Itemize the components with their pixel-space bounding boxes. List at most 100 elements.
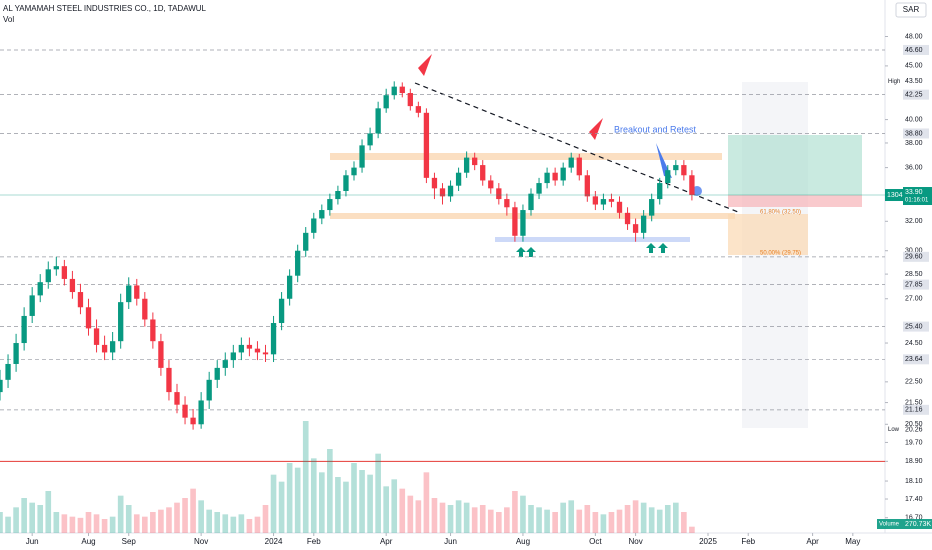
volume-bar [552, 512, 558, 533]
candle-body [311, 218, 317, 233]
volume-bar [463, 502, 470, 533]
y-tick-label: 32.00 [905, 218, 923, 225]
candle-body [230, 352, 236, 361]
y-tick-label: 21.50 [905, 399, 923, 406]
volume-bar [93, 514, 100, 533]
currency-box[interactable] [895, 2, 927, 18]
volume-bar [632, 500, 639, 533]
volume-bar [689, 526, 695, 533]
candle-body [383, 95, 389, 109]
candle-body [351, 167, 357, 176]
currency[interactable]: SAR [903, 5, 920, 14]
candle-body [359, 145, 365, 168]
y-tick-label: 20.50 [905, 421, 923, 428]
candle-body [423, 112, 430, 178]
fib-zone [728, 214, 808, 255]
candle-body [246, 344, 253, 349]
candle-body [391, 86, 397, 96]
volume-bar [230, 516, 237, 533]
candle-body [174, 392, 180, 405]
trendline [414, 82, 739, 213]
candle-body [560, 167, 566, 181]
x-tick-label: Sep [122, 537, 137, 546]
x-tick-label: Jun [444, 537, 457, 546]
volume-bar [302, 421, 309, 533]
candle-body [584, 175, 590, 197]
candle-body [632, 224, 639, 233]
candle-body [5, 363, 11, 380]
volume-title: Vol [3, 15, 14, 24]
candle-body [61, 266, 68, 279]
candle-body [13, 343, 19, 364]
level-label: 42.25 [905, 91, 923, 98]
high-label: 43.50 [905, 78, 923, 85]
level-badge [903, 251, 929, 262]
y-tick-label: 27.00 [905, 296, 923, 303]
level-badge [903, 44, 929, 55]
x-tick-label: Feb [741, 537, 755, 546]
volume-bar [624, 505, 631, 533]
volume-label: 270.73K [905, 521, 931, 528]
x-tick-label: 2024 [265, 537, 283, 546]
support-zone [330, 213, 735, 219]
candle-body [254, 348, 261, 353]
x-tick-label: 2025 [699, 537, 717, 546]
candle-body [21, 315, 27, 344]
candle-body [29, 295, 35, 316]
volume-bar [61, 514, 68, 533]
volume-bar [327, 449, 333, 533]
volume-bar [286, 463, 293, 533]
level-label: 46.60 [905, 47, 923, 54]
volume-bar [664, 505, 671, 533]
low-name: Low [888, 427, 900, 433]
candle-body [126, 285, 132, 303]
candle-body [681, 165, 687, 176]
volume-bar [198, 500, 204, 533]
volume-bar [254, 516, 261, 533]
volume-bar [222, 514, 229, 533]
volume-bar [166, 507, 172, 533]
candle-body [472, 157, 478, 166]
volume-bar [383, 486, 389, 533]
price-badge [903, 187, 932, 206]
candle-body [431, 177, 438, 189]
candle-body [206, 379, 212, 401]
level-badge [903, 89, 929, 100]
y-tick-label: 36.00 [905, 164, 923, 171]
y-tick-label: 18.10 [905, 478, 923, 485]
candle-body [295, 250, 301, 276]
target-zone [728, 135, 862, 195]
volume-bar [238, 514, 245, 533]
volume-bar [520, 495, 526, 533]
level-badge [903, 354, 929, 365]
volume-bar [584, 505, 591, 533]
volume-bar [246, 519, 253, 533]
drawings: Breakout and Retest 61.80% (32.50) 50.00… [330, 54, 862, 428]
y-tick-label: 45.00 [905, 63, 923, 70]
level-label: 21.16 [905, 407, 923, 414]
candle-body [463, 157, 470, 173]
volume-bar [13, 507, 19, 533]
candle-body [101, 344, 108, 353]
base-zone [495, 237, 690, 242]
volume-badge [877, 519, 932, 529]
fib-label: 61.80% (32.50) [760, 210, 801, 216]
y-tick-label: 22.50 [905, 379, 923, 386]
candle-body [504, 199, 510, 208]
candle-body [673, 165, 679, 171]
volume-bar [0, 512, 3, 533]
candle-body [37, 282, 43, 296]
volume-bar [101, 519, 108, 533]
candle-body [496, 188, 502, 200]
level-badge [903, 321, 929, 332]
volume-bar [479, 505, 486, 533]
level-label: 27.85 [905, 281, 923, 288]
volume-bar [544, 509, 550, 533]
candle-body [270, 323, 277, 355]
volume-bar [600, 514, 607, 533]
candle-body [665, 170, 671, 184]
candle-body [616, 201, 623, 213]
candle-body [319, 210, 325, 219]
candle-body [439, 188, 446, 197]
x-tick-label: Aug [516, 537, 530, 546]
